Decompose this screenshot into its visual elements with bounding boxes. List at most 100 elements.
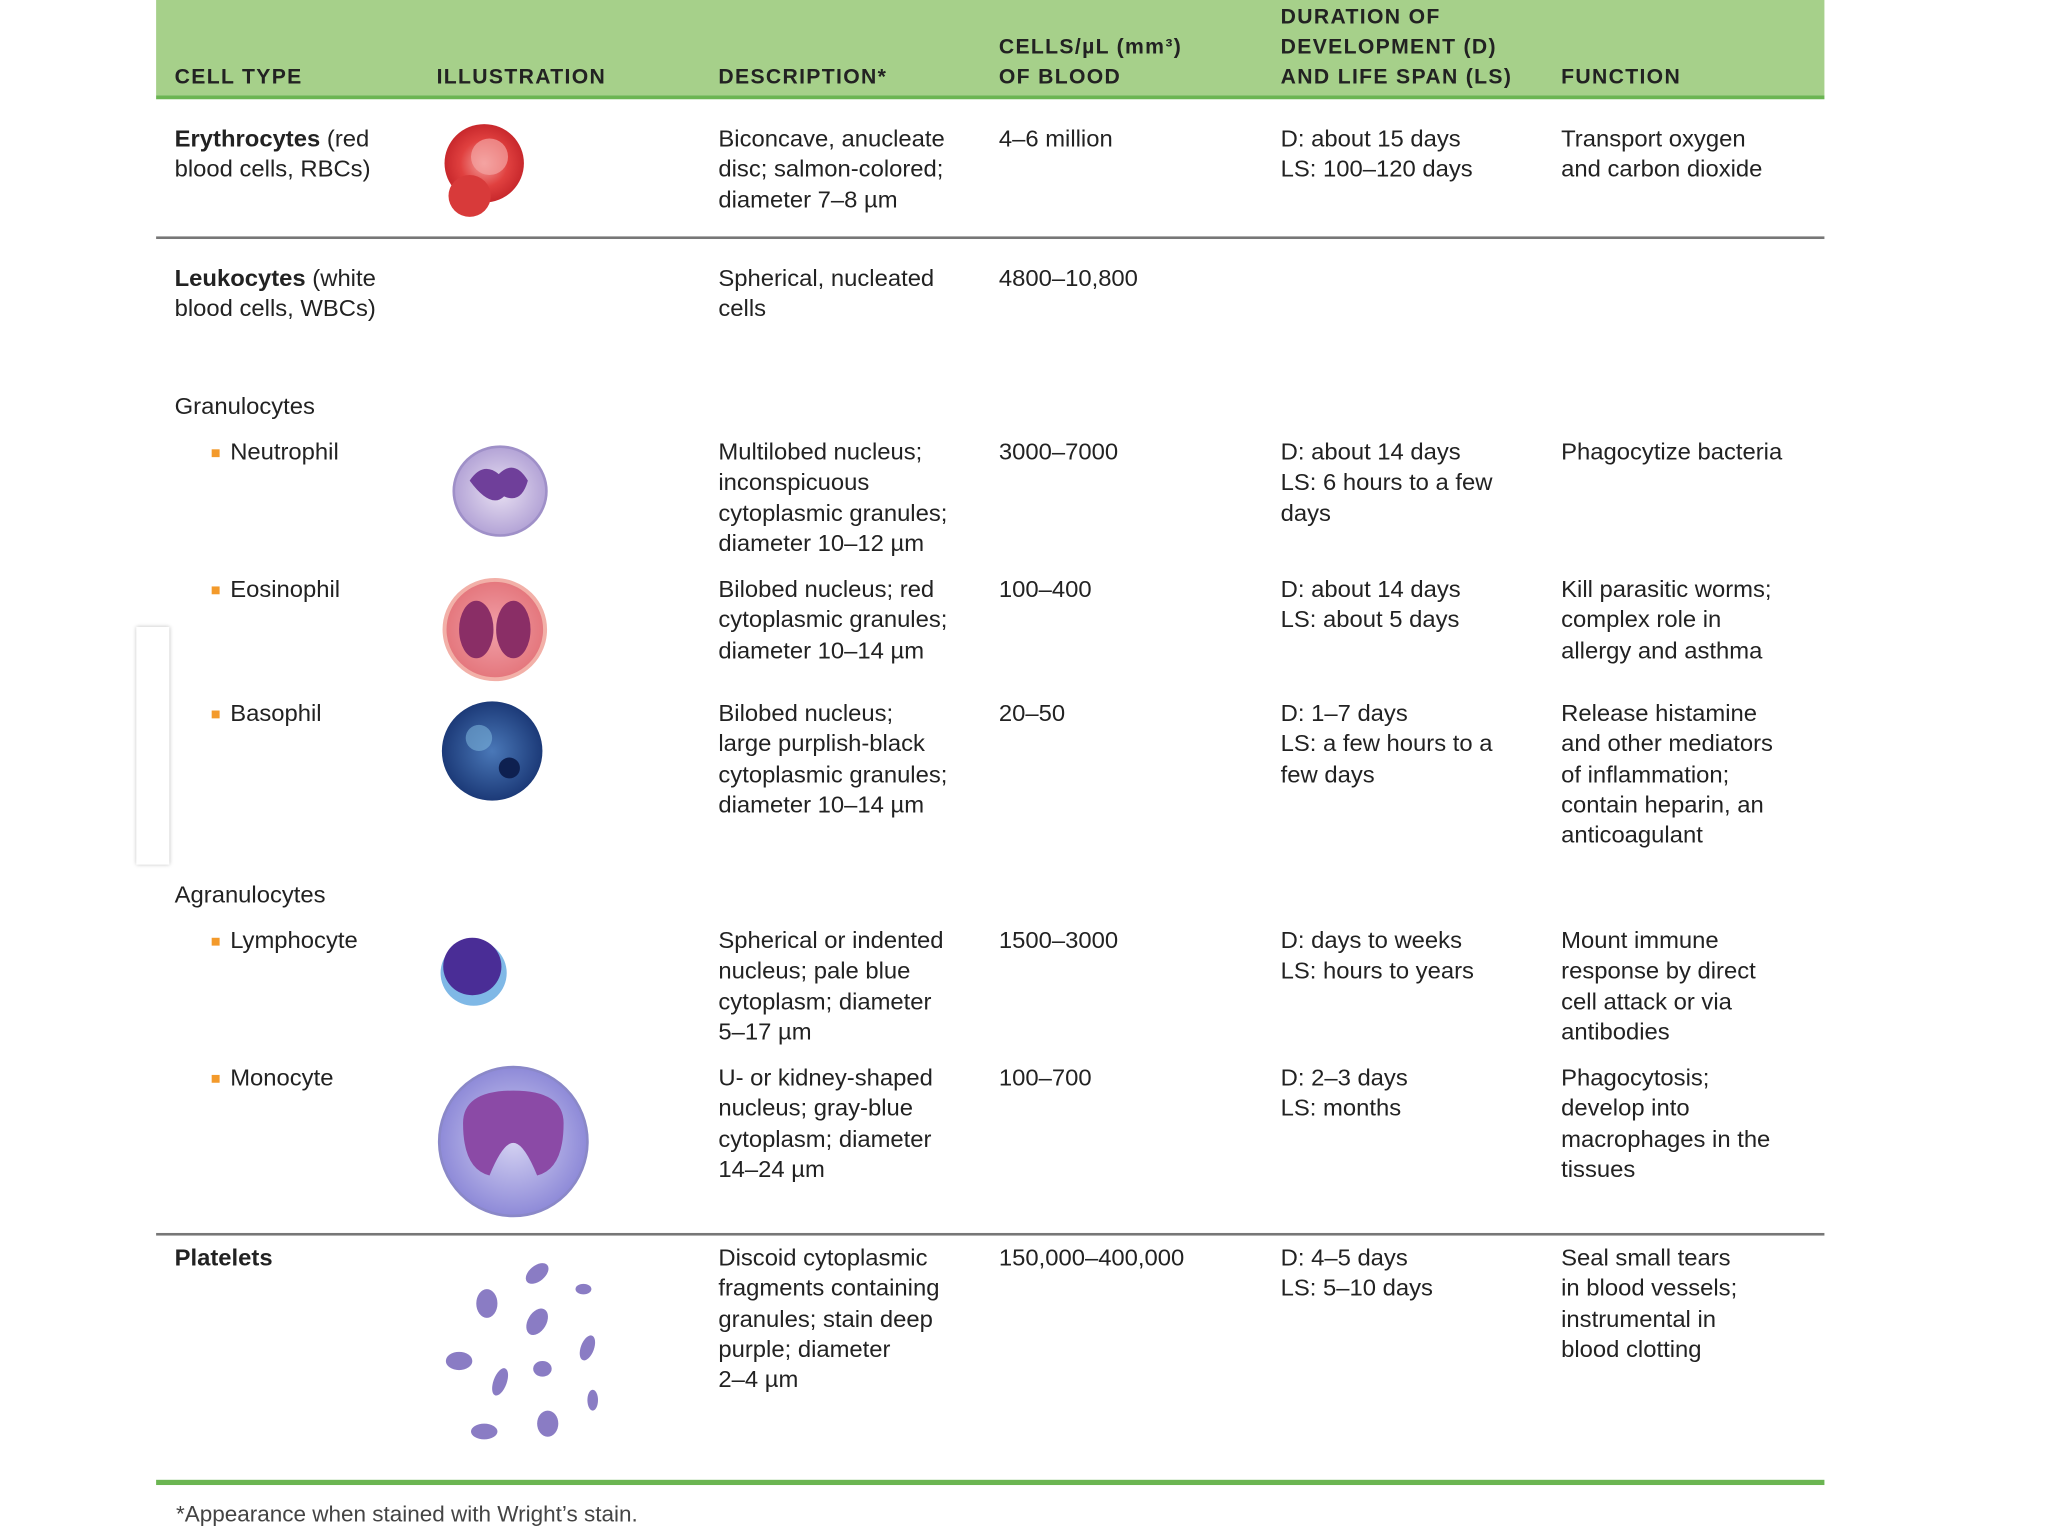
cell-type-note: (red blood cells, RBCs)	[174, 125, 371, 182]
description-line: Spherical or indented	[718, 927, 944, 954]
function-line: and carbon dioxide	[1561, 155, 1763, 182]
duration: D: about 14 days LS: 6 hours to a few days	[1281, 438, 1493, 529]
rbc-illustration	[444, 124, 524, 217]
duration-line: LS: 5–10 days	[1280, 1275, 1433, 1302]
function: Kill parasitic worms; complex role in alle…	[1561, 575, 1771, 666]
footnote: *Appearance when stained with Wright’s s…	[175, 1502, 638, 1527]
description-line: purple; diameter	[718, 1335, 891, 1363]
description-line: granules; stain deep	[718, 1305, 933, 1332]
duration: D: 4–5 days LS: 5–10 days	[1281, 1243, 1433, 1304]
description: Bilobed nucleus; large purplish-black cyto…	[718, 699, 947, 821]
cell-type: Eosinophil	[230, 575, 341, 603]
duration-line: LS: hours to years	[1280, 957, 1474, 984]
cell-type: Erythrocytes (red blood cells, RBCs)	[175, 124, 387, 185]
header-cell: CELLS/µL (mm³) OF BLOOD	[999, 33, 1182, 93]
function-line: Release histamine	[1561, 700, 1758, 727]
function-line: of inflammation;	[1561, 760, 1730, 788]
bullet	[211, 449, 220, 458]
function-line: Phagocytosis;	[1561, 1064, 1710, 1091]
description-line: cytoplasm; diameter	[718, 988, 932, 1015]
duration-line: LS: 6 hours to a few	[1280, 469, 1493, 496]
cell-count: 150,000–400,000	[998, 1244, 1185, 1271]
cell-count: 4–6 million	[998, 125, 1113, 152]
description: Bilobed nucleus; red cytoplasmic granules…	[718, 575, 947, 666]
duration: D: about 14 days LS: about 5 days	[1281, 575, 1461, 636]
header-cell: DURATION OF DEVELOPMENT (D) AND LIFE SPAN …	[1281, 3, 1513, 93]
cell-type: Monocyte	[230, 1064, 334, 1091]
header-line: CELL TYPE	[174, 66, 303, 89]
cell-count: 20–50	[998, 700, 1066, 727]
description-line: cells	[718, 295, 767, 322]
basophil-illustration	[441, 701, 543, 801]
cell-type-note: (white blood cells, WBCs)	[174, 265, 376, 322]
description-line: large purplish-black	[718, 730, 925, 757]
description-line: cytoplasmic granules;	[718, 606, 948, 633]
row-rule	[156, 236, 1825, 240]
description-line: cytoplasmic granules;	[718, 760, 948, 788]
description-line: 14–24 µm	[718, 1155, 825, 1182]
cell-count: 100–700	[998, 1064, 1092, 1091]
header-cell: CELL TYPE	[175, 63, 303, 93]
header-rule	[156, 95, 1825, 100]
function-line: Seal small tears	[1561, 1244, 1731, 1271]
duration-line: D: about 15 days	[1280, 125, 1461, 152]
description: Spherical or indented nucleus; pale blue c…	[718, 926, 943, 1048]
header-line: OF BLOOD	[998, 66, 1122, 89]
cell-type-name: Erythrocytes	[174, 125, 321, 152]
description-line: diameter 10–14 µm	[718, 636, 925, 663]
function-line: cell attack or via	[1561, 988, 1732, 1015]
description-line: nucleus; gray-blue	[718, 1094, 913, 1122]
function-line: complex role in	[1561, 606, 1722, 633]
function-line: response by direct	[1561, 957, 1756, 984]
row-rule	[156, 1232, 1825, 1236]
description-line: inconspicuous	[718, 469, 870, 496]
duration: D: 2–3 days LS: months	[1281, 1063, 1408, 1124]
neutrophil-illustration	[452, 445, 548, 537]
duration-line: LS: a few hours to a	[1280, 730, 1493, 757]
function-line: Mount immune	[1561, 927, 1719, 954]
description-line: cytoplasmic granules;	[718, 499, 948, 526]
description-line: cytoplasm; diameter	[718, 1125, 932, 1152]
cell-type: Basophil	[230, 700, 322, 727]
function-line: instrumental in	[1561, 1305, 1717, 1332]
lymphocyte-illustration	[440, 937, 507, 1006]
cell-count: 3000–7000	[998, 438, 1119, 465]
cell-count: 100–400	[998, 575, 1092, 603]
header-line: DESCRIPTION*	[718, 66, 888, 89]
description-line: 5–17 µm	[718, 1018, 812, 1045]
cell-type-name: Platelets	[174, 1244, 273, 1271]
cell-type: Platelets	[175, 1243, 387, 1273]
monocyte-illustration	[437, 1065, 589, 1218]
description-line: Discoid cytoplasmic	[718, 1244, 928, 1271]
function: Seal small tears in blood vessels; instrum…	[1561, 1243, 1737, 1365]
group-label: Granulocytes	[174, 393, 315, 420]
function-line: macrophages in the	[1561, 1125, 1771, 1152]
duration-line: D: 4–5 days	[1280, 1244, 1408, 1271]
duration-line: few days	[1280, 760, 1375, 788]
function: Phagocytize bacteria	[1561, 438, 1782, 468]
function-line: Kill parasitic worms;	[1561, 575, 1772, 603]
duration-line: D: 1–7 days	[1280, 700, 1408, 727]
function-line: Phagocytize bacteria	[1561, 438, 1783, 465]
bullet	[211, 1074, 220, 1083]
header-band	[156, 0, 1825, 96]
description-line: Spherical, nucleated	[718, 265, 935, 292]
cell-count: 4800–10,800	[998, 265, 1138, 292]
header-line: DEVELOPMENT (D)	[1280, 36, 1497, 59]
header-cell: ILLUSTRATION	[437, 63, 607, 93]
description-line: Multilobed nucleus;	[718, 438, 923, 465]
bullet	[211, 710, 220, 719]
duration-line: D: days to weeks	[1280, 927, 1462, 954]
description: Multilobed nucleus; inconspicuous cytoplas…	[718, 438, 947, 560]
cell-type: Lymphocyte	[230, 927, 358, 954]
description-line: Bilobed nucleus;	[718, 700, 894, 727]
header-line: DURATION OF	[1280, 6, 1441, 29]
description-line: Biconcave, anucleate	[718, 125, 945, 152]
cell-type-name: Leukocytes	[174, 265, 306, 292]
function: Mount immune response by direct cell attac…	[1561, 926, 1756, 1048]
function: Release histamine and other mediators of i…	[1561, 699, 1773, 851]
duration: D: 1–7 days LS: a few hours to a few days	[1281, 699, 1493, 790]
duration-line: D: about 14 days	[1280, 575, 1461, 603]
